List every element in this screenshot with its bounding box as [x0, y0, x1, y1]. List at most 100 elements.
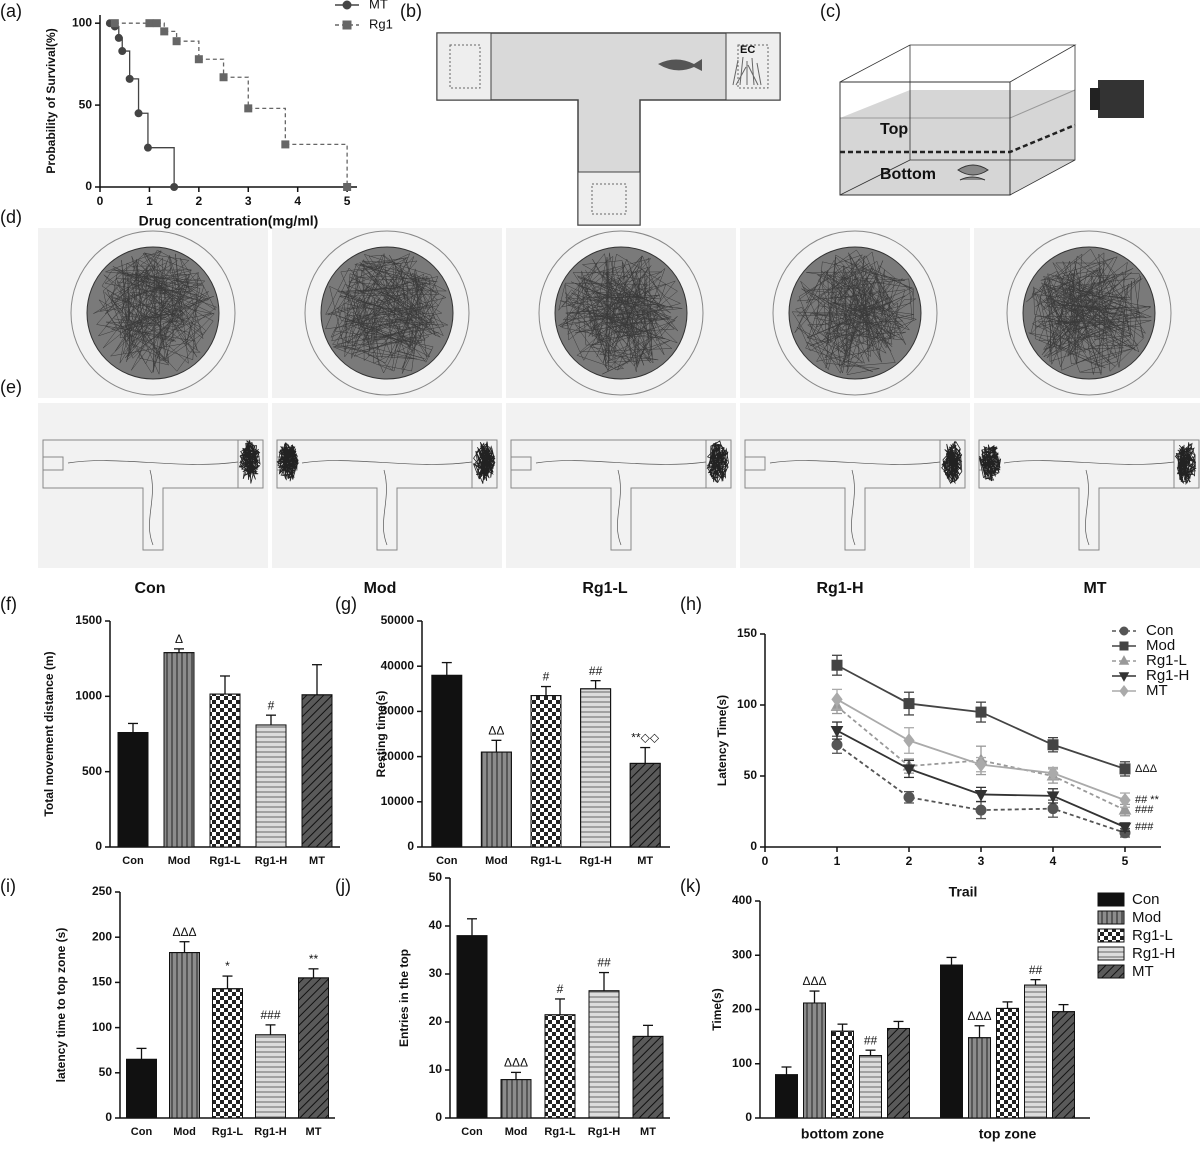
y-tick-label: 0 — [435, 1110, 442, 1124]
marker — [172, 37, 181, 46]
tank-label: Top — [880, 121, 908, 138]
legend-label: Con — [1146, 622, 1174, 639]
marker — [152, 19, 161, 28]
y-axis-title: Probability of Survival(%) — [44, 28, 58, 173]
bar-pattern — [298, 977, 329, 1119]
x-tick-label: Rg1-L — [530, 855, 561, 867]
marker — [1047, 765, 1059, 781]
x-tick-label: Mod — [173, 1126, 196, 1138]
panel-label: (e) — [0, 377, 22, 397]
x-tick-label: 0 — [97, 194, 104, 208]
legend-label: Rg1 — [369, 16, 393, 31]
annotation: **◇◇ — [631, 731, 660, 745]
annotation: ΔΔΔ — [1135, 763, 1158, 775]
y-tick-label: 50 — [744, 768, 758, 782]
y-tick-label: 50 — [99, 1065, 113, 1079]
x-tick-label: Con — [122, 855, 144, 867]
panel-label: (a) — [0, 1, 22, 21]
marker — [831, 659, 843, 671]
marker — [1047, 803, 1059, 815]
annotation: ## — [589, 664, 603, 678]
legend-swatch — [1097, 964, 1125, 979]
bar-pattern — [169, 952, 200, 1119]
panel-label: (f) — [0, 594, 17, 614]
group-label: MT — [1083, 580, 1106, 597]
track — [301, 460, 473, 546]
bar-pattern — [887, 1027, 910, 1119]
annotation: ΔΔ — [488, 723, 504, 737]
legend-label: MT — [1146, 682, 1168, 699]
marker — [830, 726, 844, 738]
marker — [125, 74, 134, 83]
track — [558, 252, 683, 375]
step-segment — [285, 143, 348, 187]
bar-pattern — [212, 988, 243, 1119]
y-tick-label: 0 — [105, 1110, 112, 1124]
legend-label: MT — [1132, 963, 1154, 980]
step-segment — [138, 112, 149, 148]
annotation: Δ — [175, 632, 183, 646]
bar-pattern — [209, 693, 241, 848]
x-tick-label: Rg1-L — [209, 855, 240, 867]
legend-swatch — [1097, 946, 1125, 961]
marker — [219, 73, 228, 82]
y-tick-label: 50000 — [381, 613, 415, 627]
y-axis-title: Latency Time(s) — [715, 695, 729, 786]
arena — [70, 230, 236, 396]
x-tick-label: Con — [461, 1126, 483, 1138]
x-tick-label: 5 — [1122, 854, 1129, 868]
bar-pattern — [1052, 1011, 1075, 1119]
track — [1174, 442, 1197, 486]
y-tick-label: 0 — [407, 839, 414, 853]
bar-pattern — [255, 1034, 286, 1119]
marker — [110, 19, 119, 28]
bar-pattern — [580, 688, 612, 848]
marker — [1119, 792, 1131, 808]
annotation: ### — [1135, 821, 1154, 833]
marker — [975, 757, 987, 772]
t-maze-diagram: EC — [436, 32, 781, 226]
y-tick-label: 20000 — [381, 749, 415, 763]
track — [706, 440, 729, 483]
y-tick-label: 100 — [72, 15, 92, 29]
marker — [145, 19, 154, 28]
y-tick-label: 1000 — [75, 689, 102, 703]
legend-label: Mod — [1132, 909, 1161, 926]
y-tick-label: 150 — [737, 626, 757, 640]
track — [978, 444, 1002, 482]
y-tick-label: 0 — [95, 839, 102, 853]
bar-pattern — [530, 695, 562, 848]
x-tick-label: Mod — [485, 855, 508, 867]
track — [941, 440, 963, 485]
marker — [1119, 641, 1129, 651]
track-panel — [740, 403, 970, 568]
bar-pattern — [480, 751, 512, 848]
panel-label: (d) — [0, 207, 22, 227]
annotation: # — [268, 698, 275, 712]
panel-label: (h) — [680, 594, 702, 614]
y-tick-label: 0 — [85, 179, 92, 193]
annotation: ΔΔΔ — [504, 1056, 528, 1070]
x-tick-label: 0 — [762, 854, 769, 868]
annotation: # — [543, 670, 550, 684]
panel-label: (c) — [820, 1, 841, 21]
y-tick-label: 200 — [92, 929, 112, 943]
annotation: ΔΔΔ — [802, 974, 826, 988]
y-tick-label: 150 — [92, 975, 112, 989]
panel-label: (i) — [0, 876, 16, 896]
marker — [244, 104, 253, 113]
annotation: ## — [1029, 963, 1043, 977]
marker — [831, 691, 843, 707]
annotation: ### — [1135, 804, 1154, 816]
marker — [1047, 739, 1059, 751]
bar — [456, 935, 488, 1119]
track — [276, 441, 300, 482]
panel-label: (k) — [680, 876, 701, 896]
track-panel — [974, 403, 1200, 568]
marker — [903, 733, 915, 748]
legend-swatch — [1097, 892, 1125, 907]
y-tick-label: 0 — [750, 839, 757, 853]
maze-outline — [744, 439, 966, 551]
marker — [343, 183, 352, 191]
y-tick-label: 50 — [79, 97, 93, 111]
